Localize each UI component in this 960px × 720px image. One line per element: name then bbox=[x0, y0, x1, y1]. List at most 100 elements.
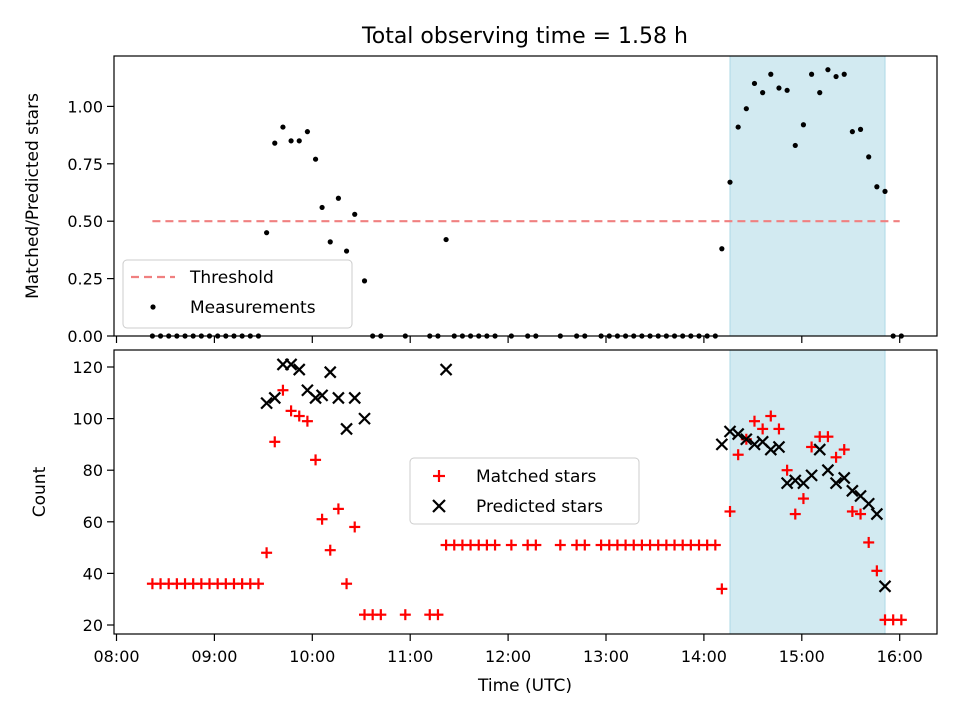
top-x-ticks bbox=[115, 336, 901, 343]
top-legend-box bbox=[122, 259, 353, 329]
measurement-point-63 bbox=[743, 106, 749, 112]
predicted-point-13 bbox=[439, 363, 453, 376]
bottom-x-tick-label-8: 16:00 bbox=[877, 647, 923, 666]
bottom-y-tick-label-4: 100 bbox=[72, 410, 103, 429]
measurement-point-79 bbox=[874, 184, 880, 190]
matched-point-44 bbox=[579, 539, 591, 551]
predicted-point-33 bbox=[870, 507, 884, 521]
matched-point-20 bbox=[310, 454, 322, 466]
predicted-point-18 bbox=[748, 438, 761, 451]
predicted-point-28 bbox=[829, 476, 843, 490]
measurement-point-62 bbox=[735, 124, 741, 130]
measurement-point-25 bbox=[352, 211, 358, 217]
measurement-point-18 bbox=[296, 138, 302, 144]
matched-point-77 bbox=[855, 508, 867, 520]
matched-point-60 bbox=[716, 583, 728, 595]
matched-point-25 bbox=[349, 521, 361, 533]
measurement-point-70 bbox=[800, 122, 807, 128]
predicted-point-23 bbox=[788, 474, 802, 487]
measurement-point-75 bbox=[841, 71, 847, 77]
bottom-y-tick-label-2: 60 bbox=[83, 513, 103, 532]
matched-point-19 bbox=[301, 415, 313, 427]
measurement-point-16 bbox=[280, 124, 286, 130]
matched-point-73 bbox=[822, 431, 834, 443]
matched-point-14 bbox=[261, 547, 273, 559]
measurement-point-20 bbox=[312, 156, 319, 162]
predicted-point-21 bbox=[772, 440, 786, 454]
matched-point-61 bbox=[724, 505, 736, 517]
matched-point-78 bbox=[863, 536, 875, 548]
matched-point-29 bbox=[399, 609, 411, 621]
matched-point-65 bbox=[757, 423, 769, 435]
predicted-point-3 bbox=[284, 358, 298, 371]
measurement-point-64 bbox=[751, 80, 758, 87]
predicted-point-15 bbox=[723, 425, 737, 438]
bottom-legend: Matched stars Predicted stars bbox=[409, 457, 640, 525]
top-y-tick-label-1: 0.25 bbox=[67, 270, 103, 289]
measurement-point-74 bbox=[833, 73, 839, 80]
measurement-point-69 bbox=[792, 142, 798, 149]
predicted-point-6 bbox=[309, 391, 322, 405]
top-observing-window-shade bbox=[729, 55, 886, 337]
threshold-legend-label: Threshold bbox=[189, 268, 274, 288]
matched-point-71 bbox=[806, 441, 818, 453]
matched-point-28 bbox=[375, 609, 387, 621]
top-y-tick-label-3: 0.75 bbox=[67, 155, 103, 174]
predicted-point-22 bbox=[780, 476, 794, 490]
predicted-point-20 bbox=[764, 443, 778, 456]
matched-point-68 bbox=[781, 464, 793, 476]
matched-legend-label: Matched stars bbox=[476, 467, 596, 487]
measurement-point-80 bbox=[882, 188, 888, 194]
predicted-point-9 bbox=[332, 391, 345, 405]
measurement-point-76 bbox=[849, 129, 855, 135]
predicted-point-11 bbox=[348, 391, 362, 405]
measurement-point-21 bbox=[319, 204, 325, 211]
predicted-point-32 bbox=[862, 497, 875, 511]
matched-point-24 bbox=[341, 578, 353, 590]
predicted-point-25 bbox=[805, 469, 818, 482]
matched-legend-swatch bbox=[433, 470, 445, 482]
matched-point-23 bbox=[332, 503, 344, 515]
bottom-x-tick-label-6: 14:00 bbox=[681, 647, 727, 666]
matched-point-15 bbox=[269, 436, 281, 448]
matched-point-31 bbox=[432, 609, 444, 621]
matched-point-38 bbox=[489, 539, 501, 551]
measurement-point-23 bbox=[335, 195, 342, 201]
measurement-point-60 bbox=[719, 246, 725, 252]
measurement-point-73 bbox=[825, 67, 831, 73]
predicted-point-30 bbox=[846, 484, 859, 498]
bottom-x-axis-label: Time (UTC) bbox=[477, 676, 572, 696]
top-panel-frame bbox=[113, 55, 938, 337]
top-y-ticks: 0.00 0.25 0.50 0.75 1.00 bbox=[67, 97, 114, 346]
measurement-point-71 bbox=[808, 71, 815, 77]
predicted-legend-swatch bbox=[432, 499, 446, 513]
measurement-point-66 bbox=[768, 71, 774, 77]
measurements-points bbox=[149, 67, 904, 339]
measurement-point-19 bbox=[304, 129, 311, 135]
measurement-point-61 bbox=[727, 179, 733, 185]
predicted-point-34 bbox=[878, 580, 892, 593]
bottom-legend-box bbox=[409, 457, 640, 525]
matched-point-39 bbox=[505, 539, 517, 551]
predicted-point-0 bbox=[260, 396, 273, 410]
top-y-tick-label-4: 1.00 bbox=[67, 97, 103, 116]
bottom-x-ticks: 08:00 09:00 10:00 11:00 12:00 13:00 14:00 15:00… bbox=[93, 634, 923, 666]
bottom-y-tick-label-5: 120 bbox=[72, 358, 103, 377]
matched-point-17 bbox=[285, 405, 297, 417]
matched-point-82 bbox=[895, 614, 907, 626]
bottom-x-tick-label-3: 11:00 bbox=[387, 647, 433, 666]
measurements-legend-label: Measurements bbox=[190, 298, 316, 318]
measurement-point-14 bbox=[264, 230, 270, 236]
matched-point-42 bbox=[554, 539, 566, 551]
measurements-legend-swatch bbox=[150, 304, 156, 310]
top-y-tick-label-2: 0.50 bbox=[67, 212, 103, 231]
predicted-point-8 bbox=[323, 365, 337, 379]
predicted-point-29 bbox=[837, 471, 851, 485]
bottom-y-tick-label-1: 40 bbox=[83, 564, 103, 583]
matched-point-66 bbox=[765, 410, 777, 422]
matched-point-74 bbox=[830, 451, 842, 463]
matched-point-69 bbox=[789, 508, 801, 520]
measurement-point-22 bbox=[327, 239, 333, 245]
matched-point-22 bbox=[324, 544, 336, 556]
